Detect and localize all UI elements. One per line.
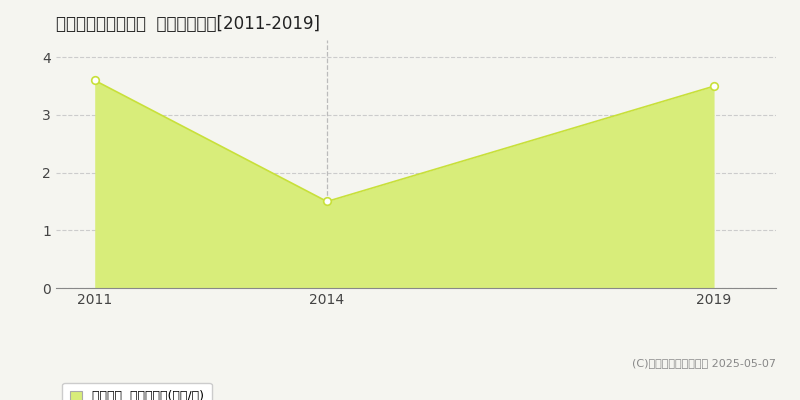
Legend: 土地価格  平均坪単価(万円/坪): 土地価格 平均坪単価(万円/坪)	[62, 383, 212, 400]
Point	[708, 83, 721, 89]
Point	[88, 77, 101, 84]
Point	[321, 198, 334, 205]
Text: 薩摩郡さつま町時吉  土地価格推移[2011-2019]: 薩摩郡さつま町時吉 土地価格推移[2011-2019]	[56, 15, 320, 33]
Text: (C)土地価格ドットコム 2025-05-07: (C)土地価格ドットコム 2025-05-07	[632, 358, 776, 368]
